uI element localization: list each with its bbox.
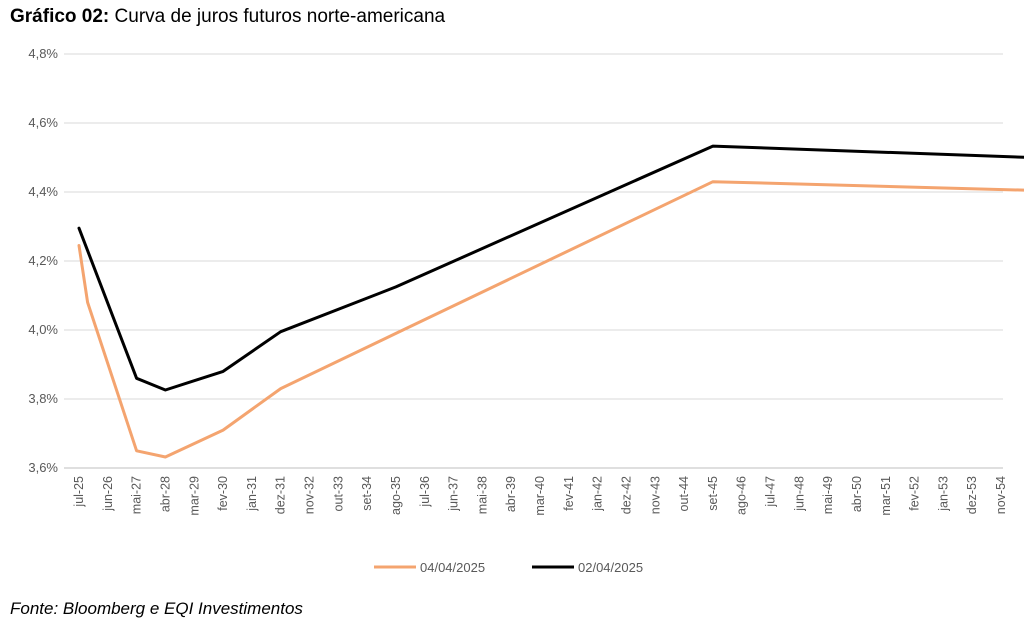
source-note: Fonte: Bloomberg e EQI Investimentos [10, 599, 303, 618]
series-line-1 [77, 180, 1024, 459]
x-tick-label: set-45 [706, 476, 720, 511]
legend-label-1: 04/04/2025 [420, 560, 485, 575]
x-tick-label: abr-39 [504, 476, 518, 512]
x-tick-label: fev-41 [562, 476, 576, 511]
series-line-2 [77, 144, 1024, 392]
chart-title: Gráfico 02: Curva de juros futuros norte… [10, 6, 445, 28]
x-tick-label: ago-46 [735, 476, 749, 515]
x-tick-label: mar-40 [533, 476, 547, 516]
x-tick-label: nov-54 [994, 476, 1008, 514]
x-tick-label: ago-35 [389, 476, 403, 515]
y-tick-label: 4,4% [28, 184, 58, 199]
x-tick-label: fev-30 [216, 476, 230, 511]
x-tick-label: jan-53 [936, 476, 950, 512]
y-tick-label: 4,2% [28, 253, 58, 268]
x-tick-label: jan-31 [245, 476, 259, 512]
x-tick-label: jan-42 [591, 476, 605, 512]
x-tick-label: abr-28 [158, 476, 172, 512]
y-tick-label: 4,6% [28, 115, 58, 130]
y-tick-label: 4,8% [28, 46, 58, 61]
legend: 04/04/2025 02/04/2025 [374, 560, 643, 575]
x-tick-label: jul-25 [72, 476, 86, 508]
x-tick-label: mar-51 [879, 476, 893, 516]
x-tick-label: jun-48 [792, 476, 806, 512]
x-tick-label: abr-50 [850, 476, 864, 512]
yield-curve-chart: 3,6% 3,8% 4,0% 4,2% 4,4% 4,6% 4,8% jul-25 jun-2… [28, 46, 1024, 575]
x-tick-label: fev-52 [908, 476, 922, 511]
x-tick-label: jun-37 [447, 476, 461, 512]
x-tick-label: nov-43 [648, 476, 662, 514]
chart-title-prefix: Gráfico 02: [10, 6, 110, 27]
x-tick-label: mar-29 [187, 476, 201, 516]
y-axis-ticks: 3,6% 3,8% 4,0% 4,2% 4,4% 4,6% 4,8% [28, 46, 58, 475]
x-tick-label: dez-53 [965, 476, 979, 514]
y-tick-label: 3,8% [28, 391, 58, 406]
x-tick-label: jul-47 [764, 476, 778, 508]
x-axis-ticks: jul-25 jun-26 mai-27 abr-28 mar-29 fev-30 jan-… [72, 476, 1008, 516]
chart-title-text: Curva de juros futuros norte-americana [114, 6, 446, 27]
gridlines [64, 53, 1003, 469]
y-tick-label: 3,6% [28, 460, 58, 475]
x-tick-label: dez-42 [619, 476, 633, 514]
x-tick-label: mai-27 [130, 476, 144, 514]
x-tick-label: set-34 [360, 476, 374, 511]
x-tick-label: out-44 [677, 476, 691, 511]
x-tick-label: nov-32 [303, 476, 317, 514]
legend-label-2: 02/04/2025 [578, 560, 643, 575]
x-tick-label: mai-49 [821, 476, 835, 514]
x-tick-label: dez-31 [274, 476, 288, 514]
x-tick-label: jun-26 [101, 476, 115, 512]
y-tick-label: 4,0% [28, 322, 58, 337]
x-tick-label: jul-36 [418, 476, 432, 508]
series-lines [77, 144, 1024, 459]
x-tick-label: out-33 [331, 476, 345, 511]
x-tick-label: mai-38 [475, 476, 489, 514]
